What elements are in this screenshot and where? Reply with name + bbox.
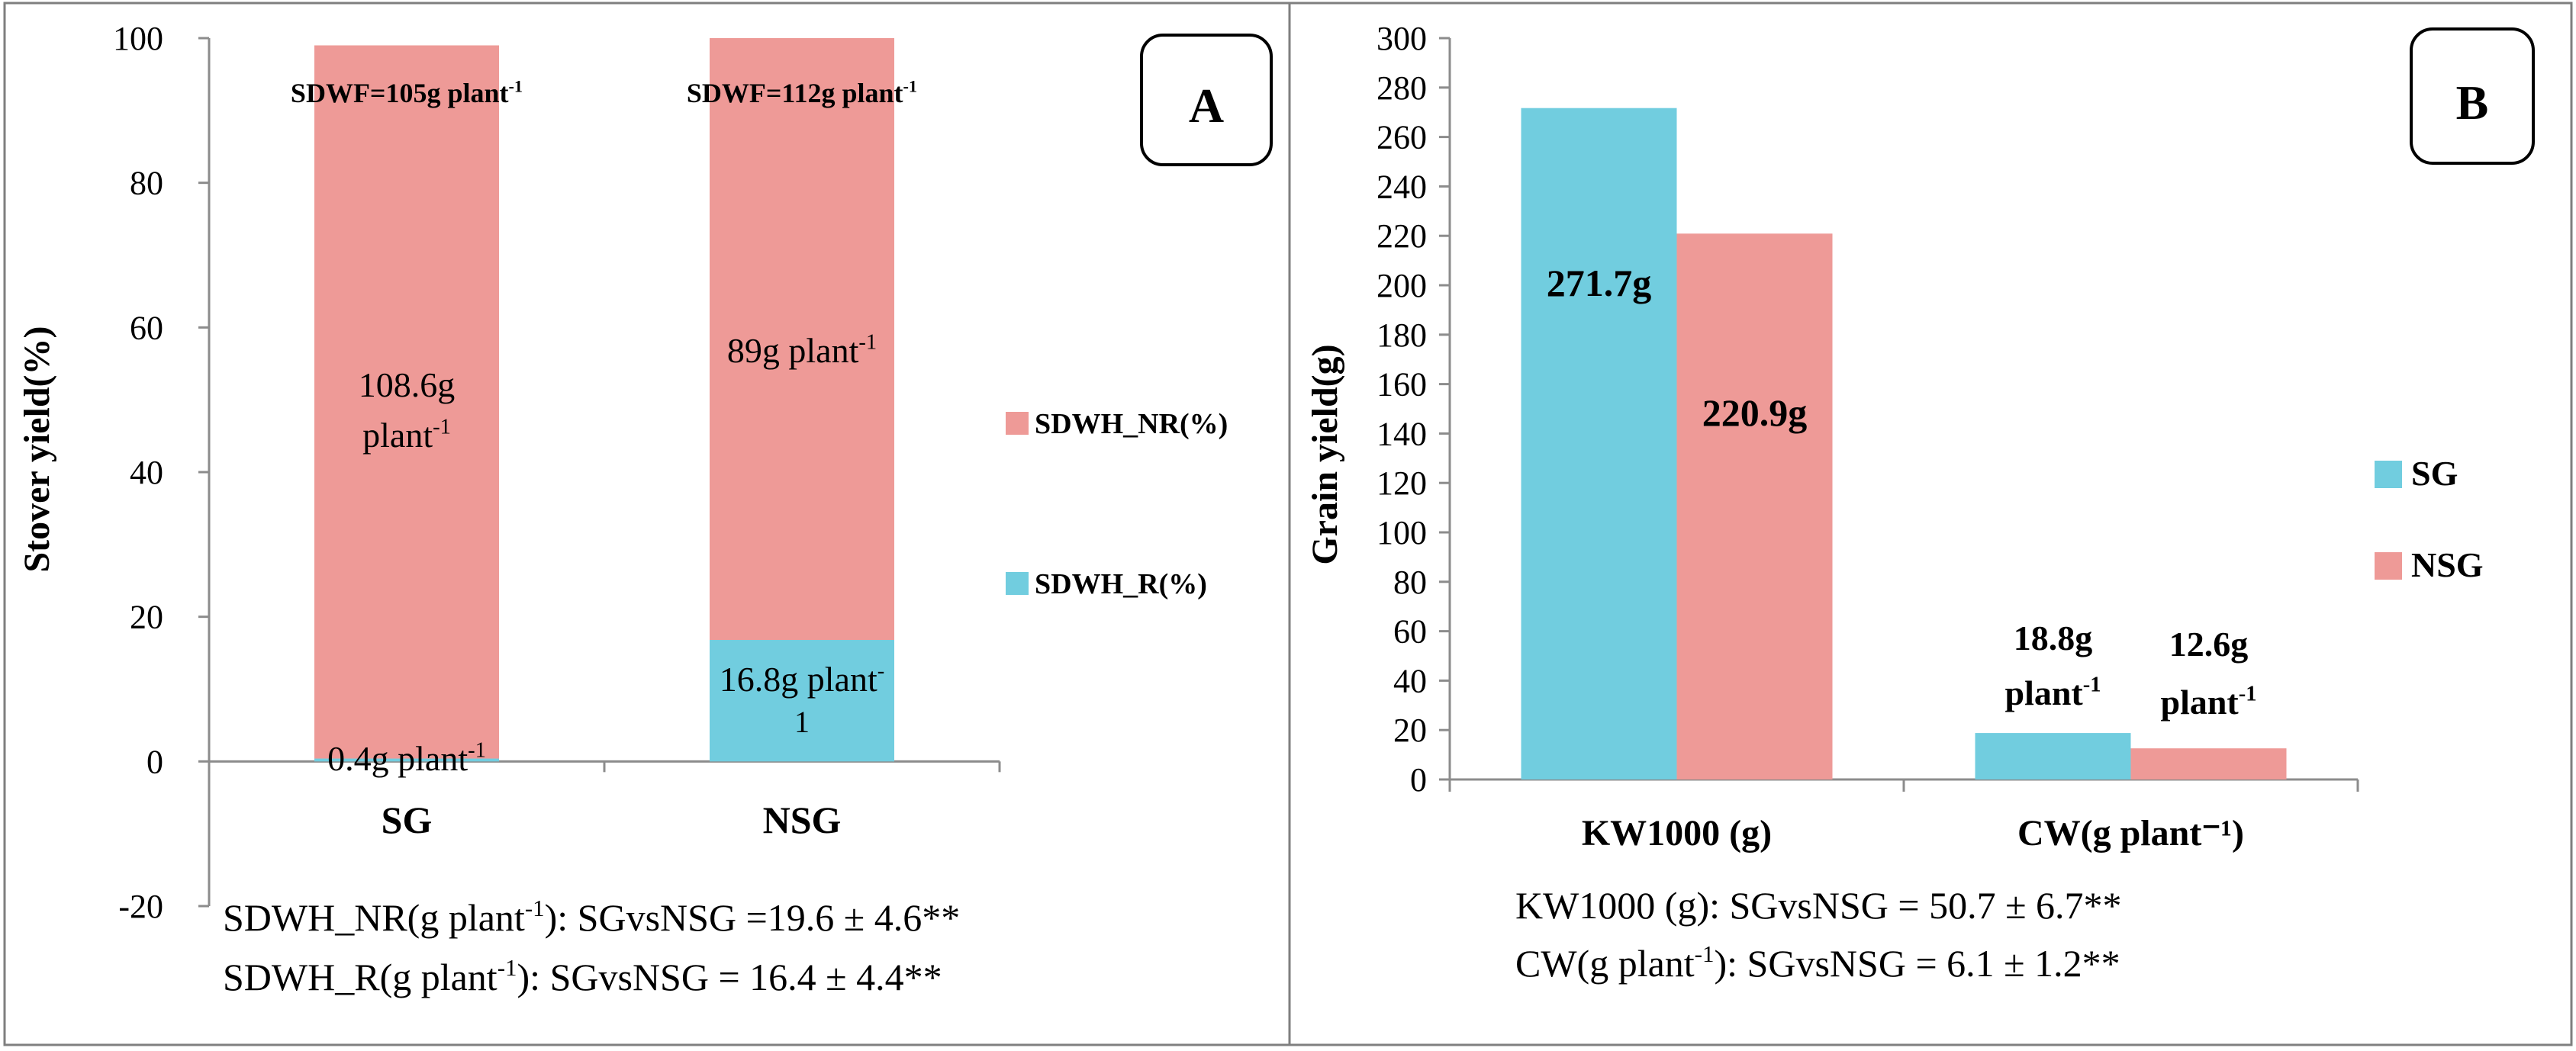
legend-swatch-nr [1006,412,1029,435]
y-tick-label: 80 [1393,564,1427,601]
x-category-label: CW(g plant⁻¹) [2017,813,2244,853]
nr-data-label: plant-1 [362,416,451,455]
y-tick-label: 240 [1377,168,1427,205]
sdwf-label: SDWF=105g plant-1 [291,76,523,108]
bar-sg [1975,733,2131,779]
data-label: plant-1 [2004,673,2101,712]
y-tick-label: 40 [1393,662,1427,699]
bar-sdwh-r [710,640,894,762]
y-tick-label: -20 [118,888,163,925]
panel-label-box [1140,34,1273,166]
y-tick-label: 40 [130,454,163,491]
y-tick-label: 140 [1377,415,1427,452]
data-label: 271.7g [1547,262,1652,304]
r-data-label: 0.4g plant-1 [327,739,486,778]
y-tick-label: 60 [1393,613,1427,651]
y-tick-label: 260 [1377,119,1427,156]
nr-data-label: 89g plant-1 [727,331,877,370]
y-axis-title: Stover yield(%) [17,326,57,572]
bar-sg [1521,108,1677,779]
data-label: plant-1 [2160,683,2256,722]
legend-swatch-sg [2375,461,2402,488]
nr-data-label: 108.6g [359,365,456,404]
legend-swatch-r [1006,572,1029,595]
y-tick-label: 100 [113,20,163,57]
legend-label: SDWH_NR(%) [1035,408,1228,440]
panel-label-box [2410,27,2535,165]
panel-a: 100 80 60 40 20 0 -20 Stover yield(%) SG SDWF=105… [3,2,1293,1046]
r-data-label: 1 [794,705,810,739]
x-category-label: SG [382,799,433,841]
bar-sdwh-nr [710,38,894,641]
bar-sdwh-nr [314,45,499,759]
legend-label: SG [2411,454,2458,493]
y-axis-title: Grain yield(g) [1305,344,1345,564]
legend-swatch-nsg [2375,552,2402,580]
y-tick-label: 0 [147,743,163,780]
r-data-label: 16.8g plant- [720,660,884,699]
y-tick-label: 80 [130,165,163,202]
y-tick-label: 220 [1377,217,1427,255]
stat-note: SDWH_NR(g plant-1): SGvsNSG =19.6 ± 4.6*… [223,895,960,939]
y-tick-label: 160 [1377,366,1427,403]
stat-note: SDWH_R(g plant-1): SGvsNSG = 16.4 ± 4.4*… [223,954,942,998]
panel-a-frame [3,2,1293,1046]
panel-label: B [2456,76,2489,130]
y-tick-label: 20 [1393,712,1427,749]
data-label: 12.6g [2169,625,2249,664]
y-tick-label: 60 [130,309,163,346]
panel-b: 3002802602402202001801601401201008060402… [1288,2,2573,1046]
y-tick-label: 0 [1410,761,1427,799]
x-category-label: NSG [763,799,842,841]
data-label: 18.8g [2014,619,2093,657]
bar-sdwh-r [314,758,499,762]
y-tick-label: 20 [130,599,163,636]
y-tick-label: 120 [1377,464,1427,502]
y-tick-label: 300 [1377,20,1427,57]
panel-label: A [1189,79,1224,133]
y-tick-label: 180 [1377,317,1427,354]
data-label: 220.9g [1702,391,1808,434]
stat-note: KW1000 (g): SGvsNSG = 50.7 ± 6.7** [1515,884,2122,927]
y-tick-label: 280 [1377,69,1427,107]
panel-b-frame [1288,2,2573,1046]
bar-nsg [2130,748,2287,779]
y-tick-label: 200 [1377,267,1427,304]
y-tick-label: 100 [1377,514,1427,551]
stat-note: CW(g plant-1): SGvsNSG = 6.1 ± 1.2** [1515,940,2120,985]
sdwf-label: SDWF=112g plant-1 [687,76,917,108]
x-category-label: KW1000 (g) [1582,813,1772,853]
legend-label: SDWH_R(%) [1035,568,1207,600]
legend-label: NSG [2411,545,2484,584]
bar-nsg [1676,233,1833,779]
